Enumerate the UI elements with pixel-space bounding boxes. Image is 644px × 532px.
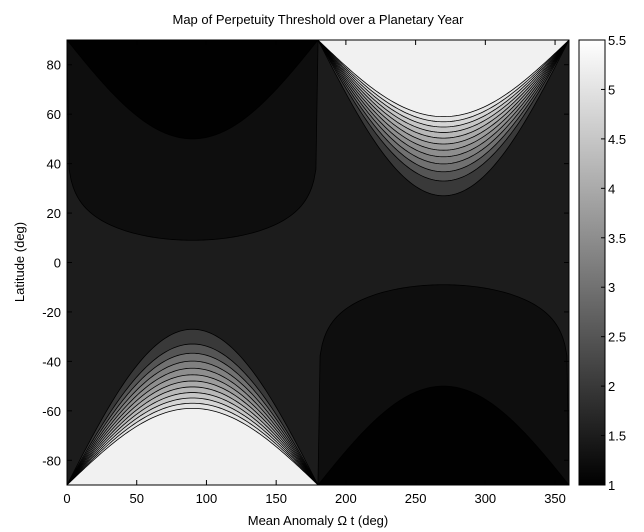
plot-area (67, 40, 569, 485)
colorbar: 1 1.5 2 2.5 3 3.5 4 4.5 5 5.5 (578, 33, 626, 493)
colorbar-tick-label: 3.5 (608, 231, 626, 246)
y-tick-label: 0 (54, 256, 61, 271)
x-axis-label: Mean Anomaly Ω t (deg) (248, 513, 389, 528)
northern-bright-contour-12 (317, 40, 569, 118)
x-tick-label: 350 (544, 491, 566, 506)
x-tick-label: 300 (474, 491, 496, 506)
x-tick-label: 200 (335, 491, 357, 506)
y-tick-label: 60 (47, 107, 61, 122)
y-tick-label: 80 (47, 58, 61, 73)
colorbar-tick-label: 3 (608, 280, 615, 295)
colorbar-tick-label: 2.5 (608, 330, 626, 345)
axes: 0 50 100 150 200 250 300 350 -80 -60 -40 -20 0 20 40 60… (42, 40, 569, 506)
colorbar-tick-label: 5 (608, 82, 615, 97)
southern-dark-contour-2 (317, 385, 569, 485)
y-axis-label: Latitude (deg) (12, 222, 27, 302)
colorbar-tick-label: 4.5 (608, 132, 626, 147)
colorbar-tick-label: 1 (608, 478, 615, 493)
northern-dark-contour-2 (67, 40, 319, 140)
x-tick-label: 100 (196, 491, 218, 506)
colorbar-tick-label: 5.5 (608, 33, 626, 48)
x-tick-label: 250 (405, 491, 427, 506)
y-tick-label: 20 (47, 206, 61, 221)
colorbar-tick-label: 1.5 (608, 429, 626, 444)
y-tick-label: -40 (42, 354, 61, 369)
x-tick-label: 150 (265, 491, 287, 506)
colorbar-gradient (578, 39, 606, 486)
colorbar-tick-label: 4 (608, 181, 615, 196)
colorbar-tick-label: 2 (608, 379, 615, 394)
chart-title: Map of Perpetuity Threshold over a Plane… (173, 12, 465, 27)
y-tick-label: 40 (47, 157, 61, 172)
y-tick-label: -60 (42, 404, 61, 419)
x-tick-label: 0 (63, 491, 70, 506)
southern-bright-contour-12 (67, 407, 319, 485)
y-tick-label: -20 (42, 305, 61, 320)
y-tick-label: -80 (42, 453, 61, 468)
x-tick-label: 50 (129, 491, 143, 506)
